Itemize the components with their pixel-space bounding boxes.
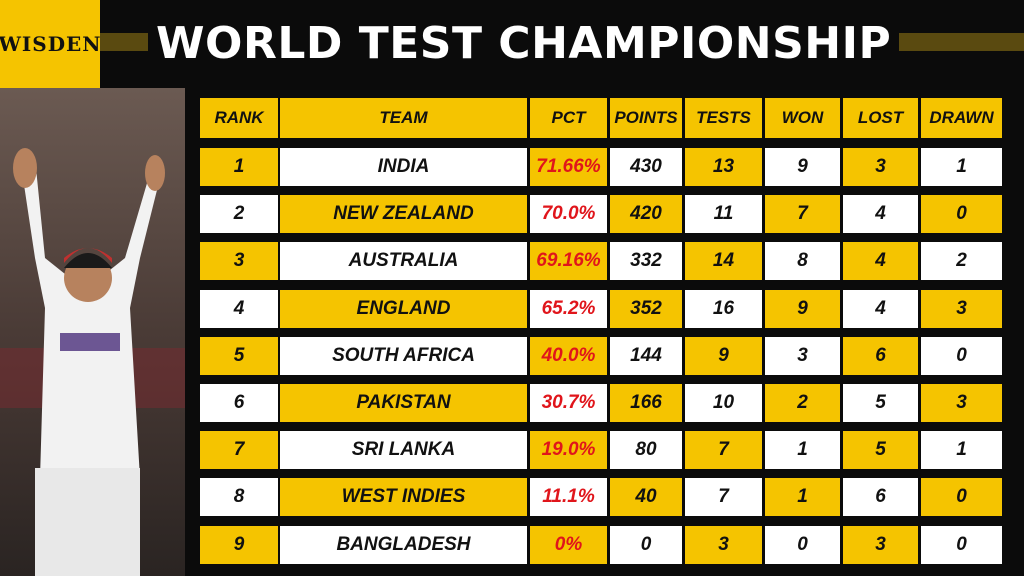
team-cell: NEW ZEALAND — [280, 195, 527, 234]
won-cell: 2 — [765, 384, 840, 422]
column-header: PCT — [530, 98, 607, 138]
player-photo — [0, 88, 185, 576]
team-cell: AUSTRALIA — [280, 242, 527, 281]
drawn-cell: 0 — [921, 525, 1002, 564]
column-header: POINTS — [610, 98, 682, 138]
drawn-cell: 3 — [921, 289, 1002, 328]
points-cell: 352 — [610, 289, 682, 328]
won-cell: 9 — [765, 289, 840, 328]
drawn-cell: 0 — [921, 195, 1002, 234]
column-header: RANK — [200, 98, 278, 138]
tests-cell: 11 — [685, 195, 762, 234]
column-header: DRAWN — [921, 98, 1002, 138]
won-cell: 1 — [765, 431, 840, 470]
rank-cell: 7 — [200, 431, 278, 470]
lost-cell: 3 — [843, 525, 918, 564]
won-cell: 8 — [765, 242, 840, 281]
brand-logo: WISDEN — [0, 0, 101, 88]
lost-cell: 6 — [843, 478, 918, 517]
won-cell: 3 — [765, 336, 840, 375]
tests-cell: 7 — [685, 431, 762, 470]
won-cell: 9 — [765, 148, 840, 186]
lost-cell: 3 — [843, 148, 918, 186]
pct-cell: 40.0% — [530, 336, 607, 375]
lost-cell: 4 — [843, 242, 918, 281]
pct-cell: 71.66% — [530, 148, 607, 186]
drawn-cell: 1 — [921, 431, 1002, 470]
team-cell: SOUTH AFRICA — [280, 336, 527, 375]
won-cell: 1 — [765, 478, 840, 517]
rank-cell: 5 — [200, 336, 278, 375]
lost-cell: 5 — [843, 384, 918, 422]
drawn-cell: 2 — [921, 242, 1002, 281]
points-cell: 144 — [610, 336, 682, 375]
points-cell: 40 — [610, 478, 682, 517]
rank-cell: 1 — [200, 148, 278, 186]
points-cell: 166 — [610, 384, 682, 422]
rank-cell: 8 — [200, 478, 278, 517]
team-cell: WEST INDIES — [280, 478, 527, 517]
tests-cell: 14 — [685, 242, 762, 281]
points-cell: 420 — [610, 195, 682, 234]
pct-cell: 65.2% — [530, 289, 607, 328]
points-cell: 332 — [610, 242, 682, 281]
drawn-cell: 0 — [921, 336, 1002, 375]
team-cell: BANGLADESH — [280, 525, 527, 564]
rank-cell: 2 — [200, 195, 278, 234]
rank-cell: 4 — [200, 289, 278, 328]
pct-cell: 70.0% — [530, 195, 607, 234]
column-header: LOST — [843, 98, 918, 138]
team-cell: PAKISTAN — [280, 384, 527, 422]
column-header: TEAM — [280, 98, 527, 138]
rank-cell: 3 — [200, 242, 278, 281]
column-header: WON — [765, 98, 840, 138]
points-cell: 430 — [610, 148, 682, 186]
pct-cell: 11.1% — [530, 478, 607, 517]
team-cell: SRI LANKA — [280, 431, 527, 470]
drawn-cell: 3 — [921, 384, 1002, 422]
lost-cell: 4 — [843, 289, 918, 328]
pct-cell: 69.16% — [530, 242, 607, 281]
drawn-cell: 1 — [921, 148, 1002, 186]
pct-cell: 30.7% — [530, 384, 607, 422]
tests-cell: 10 — [685, 384, 762, 422]
lost-cell: 6 — [843, 336, 918, 375]
pct-cell: 19.0% — [530, 431, 607, 470]
team-cell: INDIA — [280, 148, 527, 186]
points-cell: 0 — [610, 525, 682, 564]
drawn-cell: 0 — [921, 478, 1002, 517]
rank-cell: 6 — [200, 384, 278, 422]
tests-cell: 3 — [685, 525, 762, 564]
lost-cell: 5 — [843, 431, 918, 470]
team-cell: ENGLAND — [280, 289, 527, 328]
won-cell: 7 — [765, 195, 840, 234]
pct-cell: 0% — [530, 525, 607, 564]
column-header: TESTS — [685, 98, 762, 138]
tests-cell: 13 — [685, 148, 762, 186]
rank-cell: 9 — [200, 525, 278, 564]
tests-cell: 9 — [685, 336, 762, 375]
tests-cell: 16 — [685, 289, 762, 328]
won-cell: 0 — [765, 525, 840, 564]
title: WORLD TEST CHAMPIONSHIP — [148, 14, 900, 74]
points-cell: 80 — [610, 431, 682, 470]
tests-cell: 7 — [685, 478, 762, 517]
lost-cell: 4 — [843, 195, 918, 234]
